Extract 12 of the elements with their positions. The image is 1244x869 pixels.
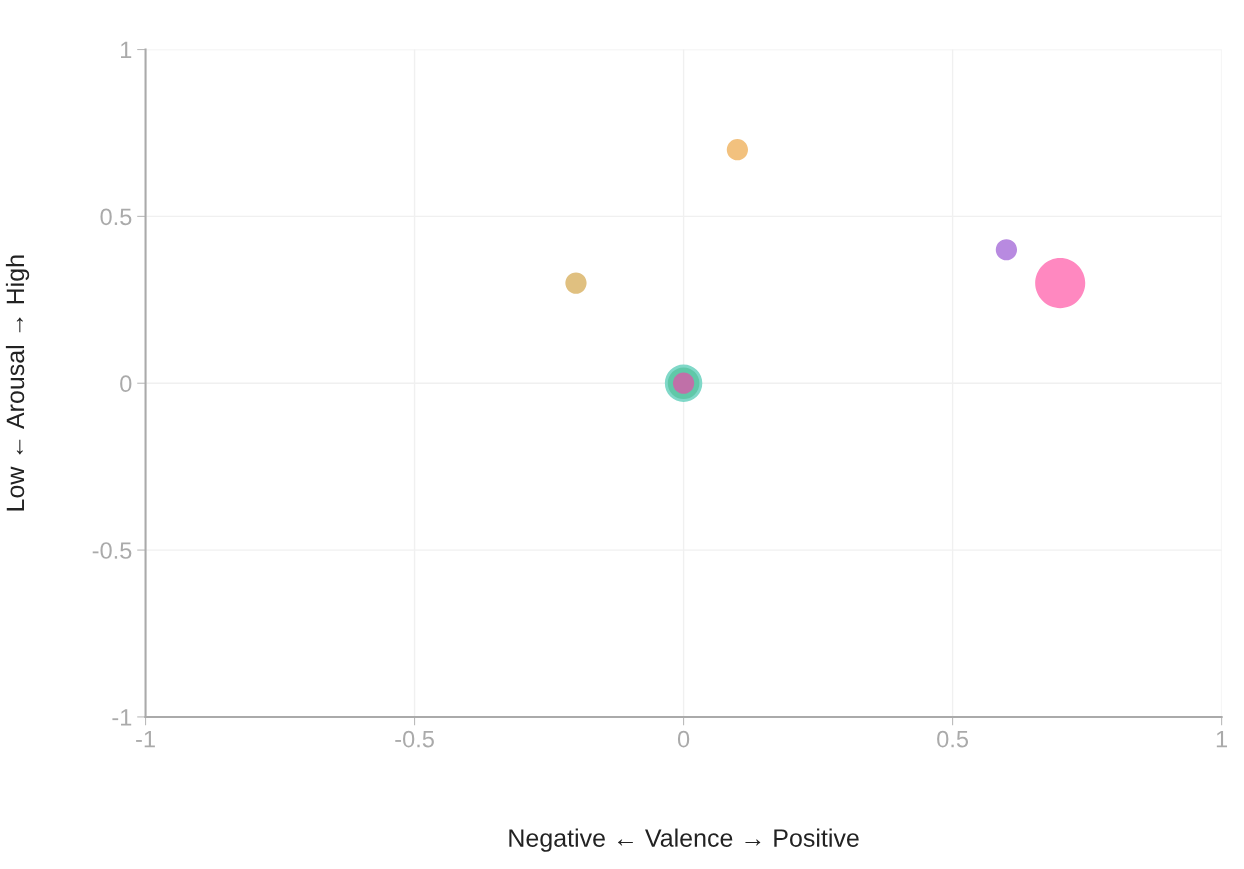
x-tick-label: 0.5 <box>937 730 969 748</box>
x-tick-label: -1 <box>136 730 155 748</box>
x-tick-label: 1 <box>1216 730 1228 748</box>
y-tick-label: -1 <box>112 709 132 726</box>
y-tick-label: 0.5 <box>100 208 132 226</box>
y-tick-label: 0 <box>120 375 132 393</box>
x-axis-title: Negative ← Valence → Positive <box>509 828 859 852</box>
x-tick-label: -0.5 <box>395 730 434 748</box>
y-tick-label: 1 <box>121 41 132 59</box>
y-axis-title: Low ← Arousal → High <box>5 255 30 511</box>
x-tick-label: 0 <box>677 730 690 748</box>
y-tick-label: -0.5 <box>92 542 132 559</box>
